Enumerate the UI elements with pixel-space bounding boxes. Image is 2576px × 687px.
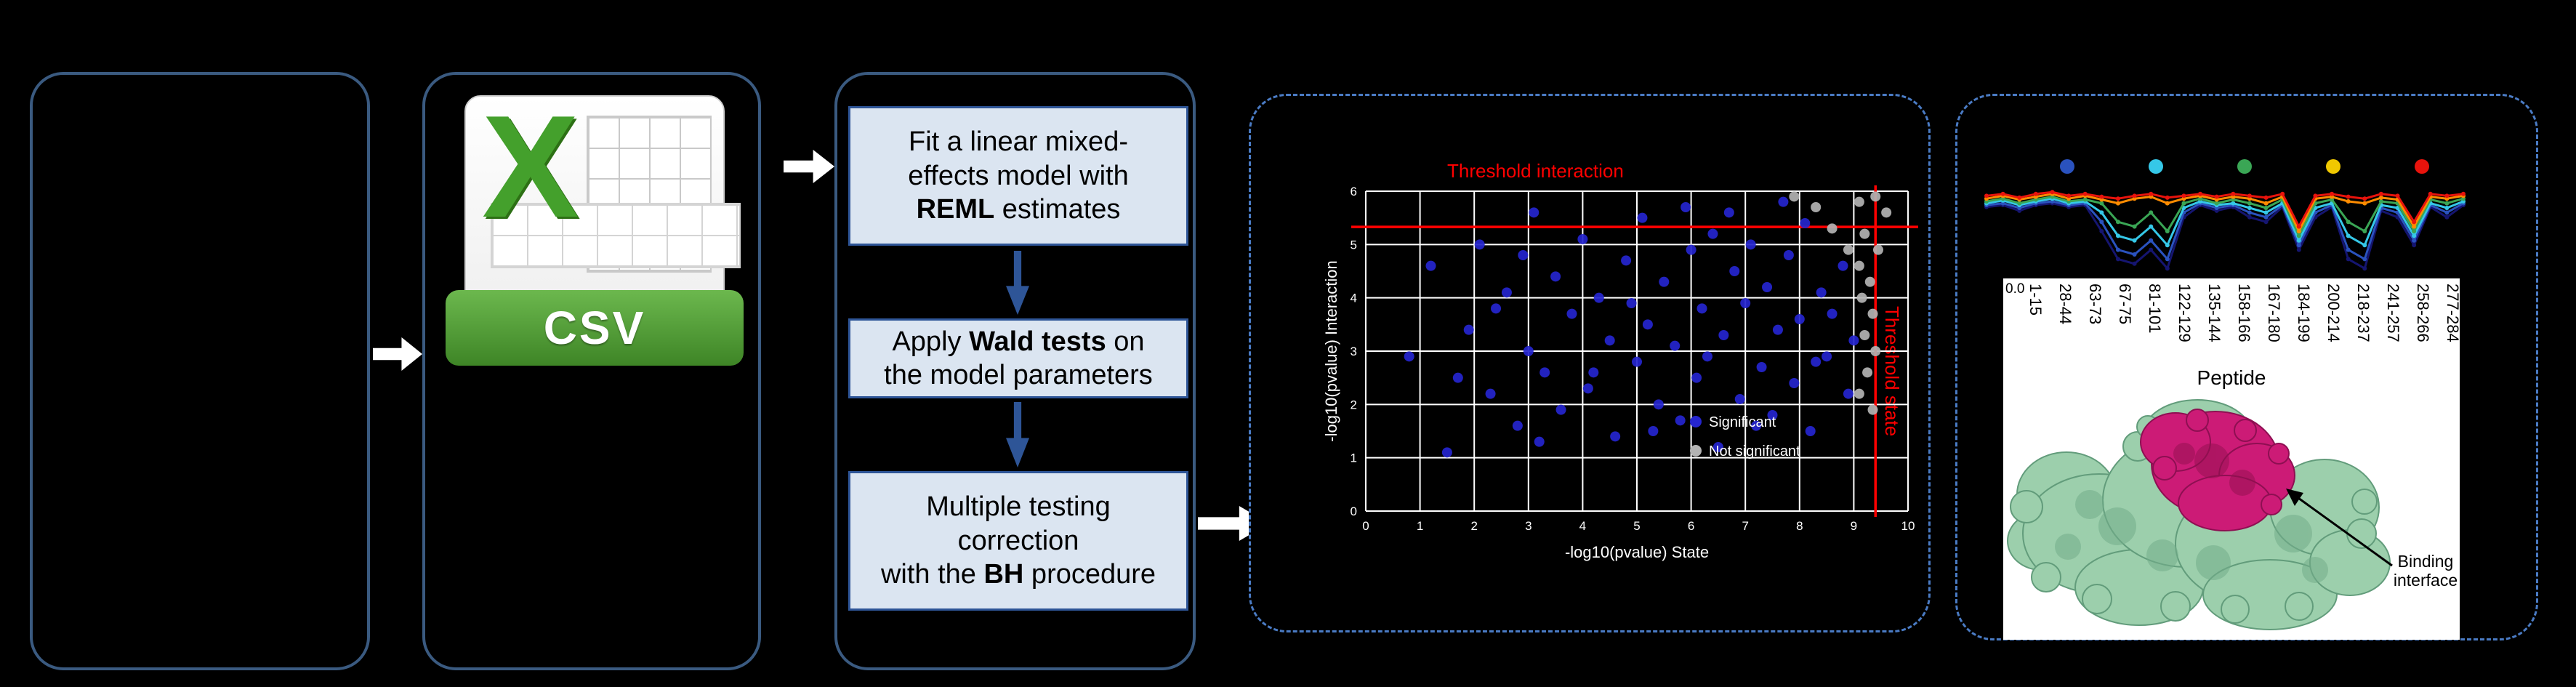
- results-scatter-panel: 0 1 2 3 4 5 6 7 8 9 10 0 1 2 3 4 5 6 -log10(pvalue) State -…: [1249, 94, 1931, 632]
- svg-text:-log10(pvalue) Interaction: -log10(pvalue) Interaction: [1322, 260, 1340, 441]
- svg-text:158-166: 158-166: [2235, 284, 2253, 342]
- input-panel: [30, 72, 370, 670]
- svg-text:6: 6: [1351, 185, 1357, 198]
- binding-interface-label: Binding interface: [2393, 552, 2458, 590]
- binding-interface-arrow: [2293, 493, 2393, 567]
- flow-step-wald: Apply Wald tests on the model parameters: [848, 318, 1188, 398]
- svg-text:2: 2: [1470, 519, 1477, 533]
- svg-text:28-44: 28-44: [2056, 284, 2074, 324]
- csv-panel: X CSV: [422, 72, 761, 670]
- svg-text:135-144: 135-144: [2205, 284, 2223, 342]
- svg-text:8: 8: [1796, 519, 1803, 533]
- svg-text:81-101: 81-101: [2146, 284, 2164, 334]
- csv-file-icon: X CSV: [446, 86, 744, 366]
- uptake-plot: 1-15 28-44 63-73 67-75 81-101 122-129 135-144 1…: [1984, 159, 2466, 630]
- svg-text:5: 5: [1351, 238, 1357, 252]
- flow-step-bh: Multiple testing correction with the BH pr…: [848, 471, 1188, 611]
- csv-page: X: [464, 86, 741, 354]
- svg-text:7: 7: [1742, 519, 1748, 533]
- svg-text:200-214: 200-214: [2325, 284, 2343, 342]
- excel-x-logo: X: [482, 86, 579, 248]
- output-mapping-panel: 1-15 28-44 63-73 67-75 81-101 122-129 135-144 1…: [1955, 94, 2538, 640]
- svg-text:Not significant: Not significant: [1709, 443, 1800, 459]
- threshold-interaction-label: Threshold interaction: [1447, 160, 1624, 182]
- svg-text:5: 5: [1633, 519, 1640, 533]
- svg-text:67-75: 67-75: [2116, 284, 2134, 324]
- svg-text:241-257: 241-257: [2384, 284, 2402, 342]
- svg-text:4: 4: [1579, 519, 1586, 533]
- svg-text:277-284: 277-284: [2444, 284, 2462, 342]
- flow-arrow-right-2-icon: [784, 150, 834, 183]
- svg-text:184-199: 184-199: [2295, 284, 2313, 342]
- flow-arrow-right-1-icon: [373, 337, 422, 371]
- svg-text:9: 9: [1851, 519, 1857, 533]
- peptide-axis-label: Peptide: [2197, 366, 2266, 389]
- uptake-y-tick: 0.0: [2005, 281, 2025, 297]
- binding-interface-arrowhead: [2286, 489, 2303, 506]
- svg-text:1: 1: [1417, 519, 1423, 533]
- protein-structure: [2007, 399, 2393, 630]
- threshold-state-label: Threshold state: [1881, 306, 1903, 437]
- svg-text:63-73: 63-73: [2086, 284, 2104, 324]
- svg-text:3: 3: [1525, 519, 1531, 533]
- model-steps-panel: Fit a linear mixed-effects model with REM…: [834, 72, 1196, 670]
- svg-text:2: 2: [1351, 398, 1357, 411]
- svg-text:4: 4: [1351, 292, 1357, 305]
- svg-text:258-266: 258-266: [2414, 284, 2432, 342]
- down-arrow-2-icon: [1006, 402, 1029, 467]
- svg-text:167-180: 167-180: [2265, 284, 2283, 342]
- svg-text:0: 0: [1362, 519, 1369, 533]
- svg-text:218-237: 218-237: [2354, 284, 2372, 342]
- svg-text:1-15: 1-15: [2026, 284, 2045, 316]
- csv-grid-bottom: [491, 203, 741, 268]
- svg-text:10: 10: [1901, 519, 1915, 533]
- svg-text:1: 1: [1351, 451, 1357, 465]
- svg-text:6: 6: [1688, 519, 1694, 533]
- svg-text:3: 3: [1351, 345, 1357, 358]
- svg-text:122-129: 122-129: [2175, 284, 2194, 342]
- scatter-plot: 0 1 2 3 4 5 6 7 8 9 10 0 1 2 3 4 5 6 -log10(pvalue) State -…: [1322, 185, 1918, 561]
- svg-text:0: 0: [1351, 505, 1357, 518]
- svg-text:Significant: Significant: [1709, 414, 1776, 430]
- csv-banner-label: CSV: [446, 290, 744, 366]
- down-arrow-1-icon: [1006, 251, 1029, 315]
- flow-step-reml: Fit a linear mixed-effects model with REM…: [848, 106, 1188, 246]
- svg-text:-log10(pvalue) State: -log10(pvalue) State: [1565, 543, 1709, 561]
